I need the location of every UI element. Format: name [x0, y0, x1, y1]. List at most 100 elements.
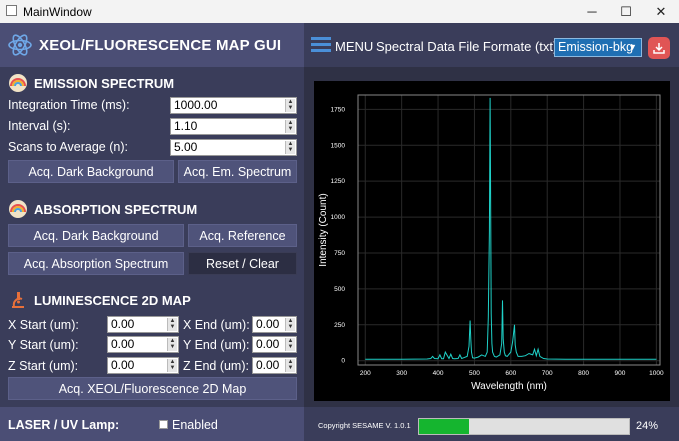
interval-label: Interval (s): — [8, 119, 71, 133]
acquire-2d-map-button[interactable]: Acq. XEOL/Fluorescence 2D Map — [8, 377, 297, 400]
laser-label: LASER / UV Lamp: — [8, 418, 120, 432]
app-window-icon — [6, 5, 17, 16]
x-tick-label: 900 — [615, 370, 626, 377]
laser-enabled-label[interactable]: Enabled — [172, 418, 218, 432]
x-tick-label: 300 — [396, 370, 407, 377]
app-header: XEOL/FLUORESCENCE MAP GUI — [0, 23, 304, 67]
series-line — [365, 97, 657, 360]
emission-dark-background-button[interactable]: Acq. Dark Background — [8, 160, 174, 183]
x-tick-label: 200 — [360, 370, 371, 377]
x-tick-label: 400 — [433, 370, 444, 377]
x-start-label: X Start (um): — [8, 318, 79, 332]
y-end-input[interactable]: 0.00 ▲ ▼ — [252, 336, 297, 353]
x-end-label: X End (um): — [183, 318, 250, 332]
menu-icon[interactable] — [311, 37, 331, 53]
z-start-value: 0.00 — [111, 358, 135, 372]
y-tick-label: 0 — [341, 358, 345, 365]
y-start-label: Y Start (um): — [8, 338, 79, 352]
z-end-label: Z End (um): — [183, 359, 249, 373]
interval-stepper[interactable]: ▲ ▼ — [285, 120, 295, 133]
x-tick-label: 800 — [578, 370, 589, 377]
file-format-select[interactable]: Emission-bkg ▼ — [554, 38, 642, 57]
integration-time-label: Integration Time (ms): — [8, 98, 130, 112]
progress-percent: 24% — [636, 420, 659, 432]
integration-time-input[interactable]: 1000.00 ▲ ▼ — [170, 97, 297, 114]
spectrum-toolbar: MENU Spectral Data File Formate (txt): E… — [304, 23, 679, 67]
scans-average-value: 5.00 — [174, 140, 198, 154]
app-title: XEOL/FLUORESCENCE MAP GUI — [39, 37, 282, 54]
y-end-label: Y End (um): — [183, 338, 250, 352]
status-footer: Copyright SESAME V. 1.0.1 24% — [304, 407, 679, 441]
spectrum-panel: MENU Spectral Data File Formate (txt): E… — [304, 23, 679, 441]
reset-clear-button[interactable]: Reset / Clear — [188, 252, 297, 275]
progress-fill — [419, 419, 470, 434]
scans-average-stepper[interactable]: ▲ ▼ — [285, 141, 295, 154]
spectrum-chart[interactable]: 200 300 400 500 600 700 800 900 1000 0 250 500 750 10… — [314, 81, 670, 401]
rainbow-icon — [9, 200, 27, 218]
x-end-stepper[interactable]: ▲ ▼ — [285, 318, 295, 331]
window-title: MainWindow — [23, 5, 92, 19]
emission-title-text: EMISSION SPECTRUM — [34, 76, 175, 91]
y-tick-label: 1500 — [331, 142, 346, 149]
scans-average-input[interactable]: 5.00 ▲ ▼ — [170, 139, 297, 156]
close-button[interactable]: ✕ — [655, 4, 667, 19]
x-start-stepper[interactable]: ▲ ▼ — [167, 318, 177, 331]
window-titlebar: MainWindow ─ ☐ ✕ — [0, 0, 679, 23]
absorption-title-text: ABSORPTION SPECTRUM — [34, 202, 198, 217]
file-format-value: Emission-bkg — [558, 40, 634, 54]
z-end-value: 0.00 — [256, 358, 280, 372]
x-tick-label: 1000 — [649, 370, 664, 377]
y-tick-label: 1000 — [331, 214, 346, 221]
emission-spectrum-button[interactable]: Acq. Em. Spectrum — [178, 160, 297, 183]
absorption-spectrum-button[interactable]: Acq. Absorption Spectrum — [8, 252, 184, 275]
x-tick-label: 700 — [542, 370, 553, 377]
y-end-stepper[interactable]: ▲ ▼ — [285, 338, 295, 351]
y-start-input[interactable]: 0.00 ▲ ▼ — [107, 336, 179, 353]
absorption-dark-background-button[interactable]: Acq. Dark Background — [8, 224, 184, 247]
y-axis-label: Intensity (Count) — [318, 193, 329, 266]
y-tick-label: 500 — [334, 286, 345, 293]
control-panel: XEOL/FLUORESCENCE MAP GUI EMISSION SPECT… — [0, 23, 304, 441]
y-tick-label: 250 — [334, 322, 345, 329]
z-start-input[interactable]: 0.00 ▲ ▼ — [107, 357, 179, 374]
integration-time-value: 1000.00 — [174, 98, 218, 112]
chevron-down-icon: ▼ — [628, 42, 637, 52]
copyright-text: Copyright SESAME V. 1.0.1 — [318, 421, 411, 430]
integration-time-stepper[interactable]: ▲ ▼ — [285, 99, 295, 112]
spectrum-chart-area[interactable]: 200 300 400 500 600 700 800 900 1000 0 250 500 750 10… — [314, 81, 670, 401]
y-tick-label: 1750 — [331, 106, 346, 113]
absorption-reference-button[interactable]: Acq. Reference — [188, 224, 297, 247]
file-format-label: Spectral Data File Formate (txt): — [376, 39, 561, 54]
progress-bar — [418, 418, 630, 435]
atom-icon — [8, 34, 32, 56]
rainbow-icon — [9, 74, 27, 92]
microscope-icon — [12, 292, 24, 308]
laser-enabled-checkbox[interactable] — [159, 420, 168, 429]
menu-button[interactable]: MENU — [335, 39, 374, 54]
x-tick-label: 500 — [469, 370, 480, 377]
x-end-input[interactable]: 0.00 ▲ ▼ — [252, 316, 297, 333]
maximize-button[interactable]: ☐ — [620, 4, 632, 19]
download-icon — [653, 43, 665, 54]
z-start-stepper[interactable]: ▲ ▼ — [167, 359, 177, 372]
plot-frame — [357, 94, 661, 366]
minimize-button[interactable]: ─ — [587, 4, 597, 19]
z-end-stepper[interactable]: ▲ ▼ — [285, 359, 295, 372]
z-end-input[interactable]: 0.00 ▲ ▼ — [252, 357, 297, 374]
y-start-value: 0.00 — [111, 337, 135, 351]
x-end-value: 0.00 — [256, 317, 280, 331]
x-axis-label: Wavelength (nm) — [471, 381, 547, 392]
z-start-label: Z Start (um): — [8, 359, 79, 373]
y-end-value: 0.00 — [256, 337, 280, 351]
luminescence-title-text: LUMINESCENCE 2D MAP — [34, 293, 191, 308]
x-start-value: 0.00 — [111, 317, 135, 331]
x-start-input[interactable]: 0.00 ▲ ▼ — [107, 316, 179, 333]
laser-control-bar: LASER / UV Lamp: Enabled — [0, 407, 304, 441]
y-tick-label: 750 — [334, 250, 345, 257]
y-start-stepper[interactable]: ▲ ▼ — [167, 338, 177, 351]
y-tick-label: 1250 — [331, 178, 346, 185]
x-tick-label: 600 — [505, 370, 516, 377]
download-button[interactable] — [648, 37, 670, 59]
scans-average-label: Scans to Average (n): — [8, 140, 128, 154]
interval-input[interactable]: 1.10 ▲ ▼ — [170, 118, 297, 135]
